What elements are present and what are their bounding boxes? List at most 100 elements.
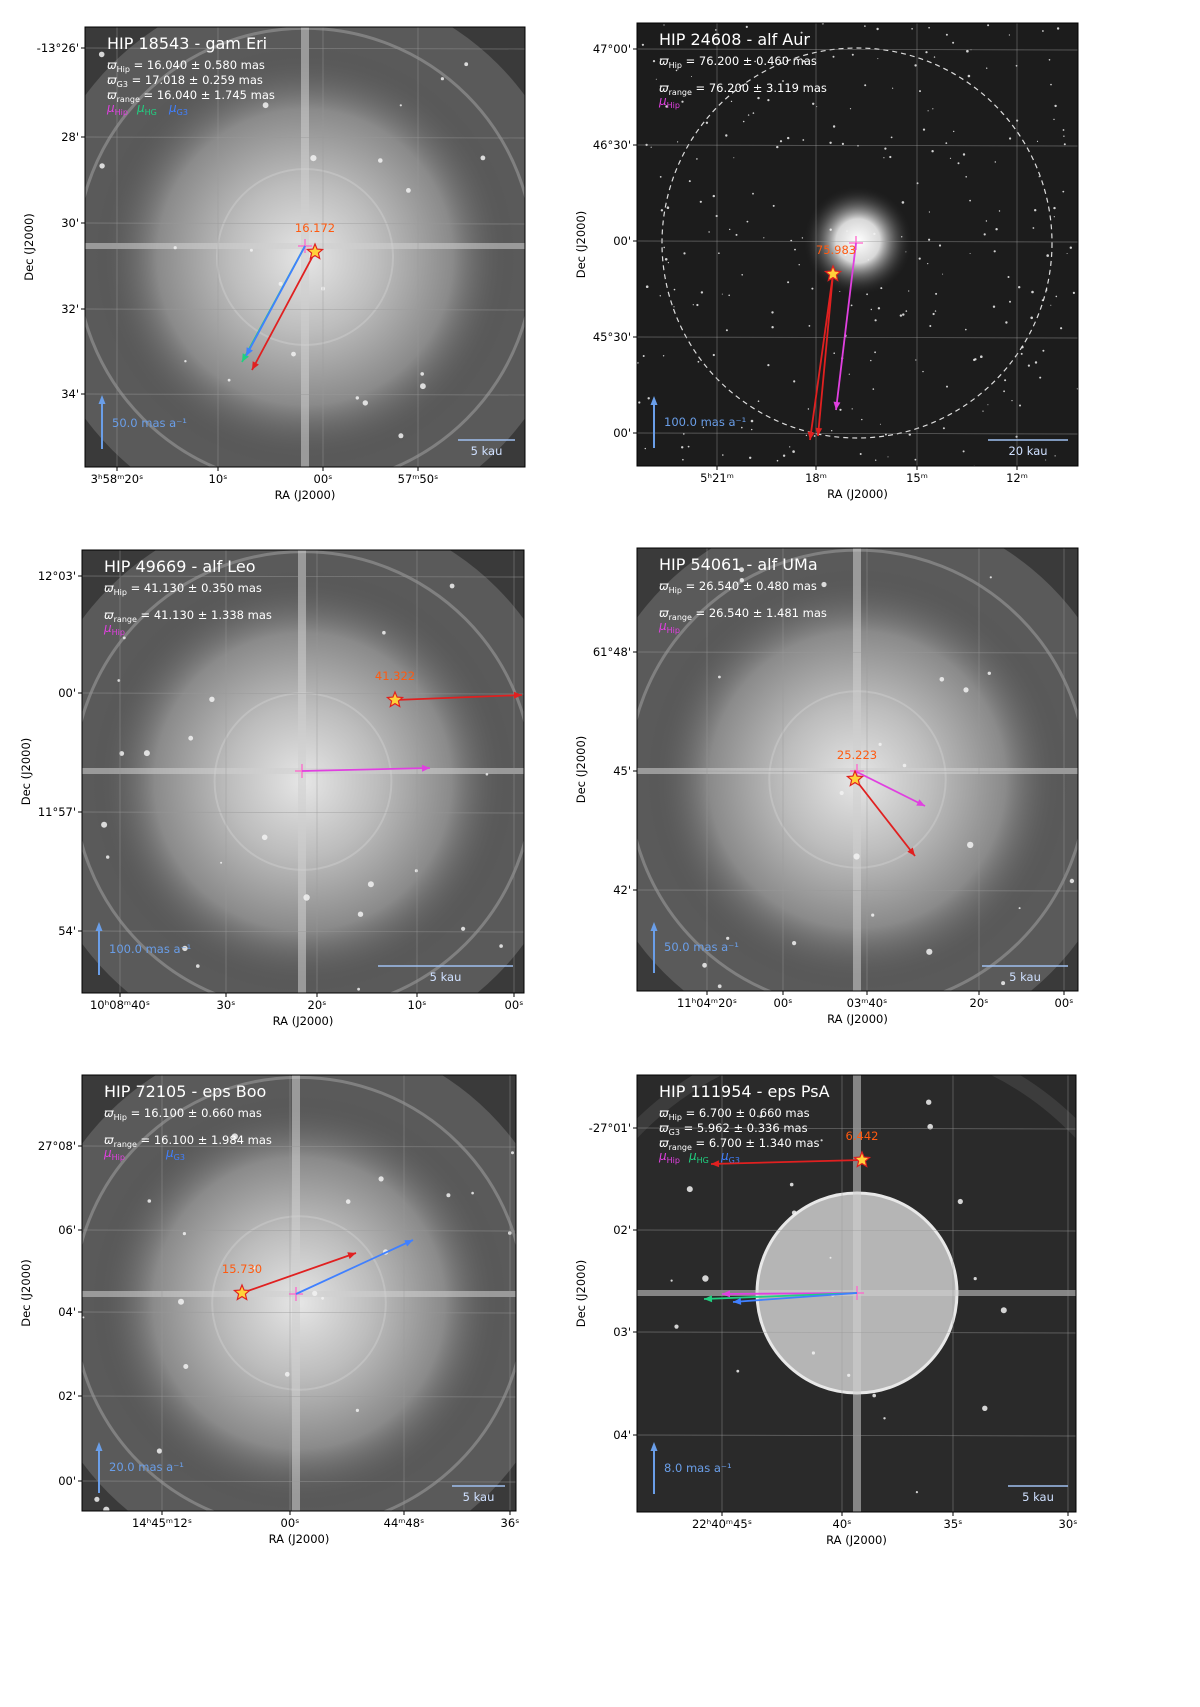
field-star — [932, 312, 935, 316]
panel-title: HIP 24608 - alf Aur — [659, 30, 810, 49]
grid-line — [637, 336, 1078, 339]
parallax-value: = 26.540 ± 0.480 mas — [682, 579, 817, 593]
scale-arrow-head — [650, 1442, 658, 1451]
field-star — [1050, 83, 1052, 86]
field-star — [902, 313, 905, 316]
xtick-label: 00ˢ — [314, 472, 333, 486]
panel-hip-49669: 12°03' 00' 11°57' 54' 10ʰ08ᵐ40ˢ 30ˢ 20ˢ 10ˢ 00ˢ R… — [19, 549, 525, 1028]
xtick-label: 20ˢ — [308, 998, 327, 1012]
parallax-sub: Hip — [117, 65, 130, 74]
legend-sub: Hip — [115, 108, 128, 117]
parallax-value: = 6.700 ± 0.660 mas — [682, 1106, 810, 1120]
field-star — [696, 303, 699, 307]
field-star — [702, 962, 707, 968]
field-star — [884, 147, 887, 150]
field-star — [922, 370, 924, 373]
field-star — [357, 987, 360, 991]
arrow-solution-head — [347, 1252, 356, 1259]
parallax-line: ϖHip = 41.130 ± 0.350 mas — [104, 581, 262, 597]
grid-line — [637, 1434, 1076, 1437]
field-star — [847, 1373, 851, 1377]
field-star — [871, 913, 875, 917]
field-star — [220, 861, 223, 864]
field-star — [209, 696, 215, 702]
axes-frame — [636, 1074, 1077, 1513]
field-star — [938, 244, 942, 247]
parallax-symbol: ϖ — [104, 608, 114, 622]
field-star — [983, 233, 986, 236]
field-star — [1003, 390, 1005, 393]
star-value-label: 15.730 — [222, 1262, 262, 1276]
scale-arrow-head — [650, 396, 658, 405]
parallax-sub: Hip — [669, 1113, 682, 1122]
field-star — [782, 80, 784, 82]
field-star — [122, 636, 126, 640]
field-star — [929, 325, 932, 327]
field-star — [811, 287, 814, 290]
field-star — [875, 459, 877, 461]
field-star — [767, 99, 770, 102]
field-star — [861, 418, 863, 421]
field-star — [841, 142, 845, 145]
field-star — [884, 433, 887, 436]
field-star — [925, 51, 928, 54]
xtick-label: 20ˢ — [970, 996, 989, 1010]
field-star — [889, 155, 892, 159]
solution-star — [385, 690, 405, 708]
field-star — [499, 944, 503, 948]
field-star — [1050, 304, 1052, 306]
star-value-label: 6.442 — [846, 1129, 879, 1143]
field-star — [877, 58, 879, 60]
field-star — [398, 433, 404, 439]
field-star — [829, 1256, 832, 1259]
scale-arrow-head — [98, 395, 106, 404]
field-star — [995, 228, 998, 231]
field-star — [792, 941, 797, 946]
panel-title: HIP 18543 - gam Eri — [107, 34, 267, 53]
ytick-label: 46°30' — [593, 138, 631, 152]
field-star — [791, 1210, 797, 1216]
field-star — [802, 139, 805, 141]
parallax-value: = 16.100 ± 0.660 mas — [127, 1106, 262, 1120]
field-star — [751, 428, 753, 431]
arrow-hg-head — [242, 353, 249, 362]
arrow-hip-shaft — [301, 767, 431, 772]
panel-hip-54061: 61°48' 45' 42' 11ʰ04ᵐ20ˢ 00ˢ 03ᵐ40ˢ 20ˢ 00ˢ RA (… — [574, 547, 1079, 1026]
parallax-line: ϖrange = 76.200 ± 3.119 mas — [659, 81, 827, 97]
field-star — [284, 1371, 290, 1377]
arrow-solution-head — [815, 427, 823, 436]
kau-scale-label: 5 kau — [471, 444, 503, 458]
field-star — [1054, 104, 1057, 108]
field-star — [908, 290, 910, 292]
field-star — [99, 163, 105, 169]
parallax-value: = 41.130 ± 0.350 mas — [127, 581, 262, 595]
y-axis-label: Dec (J2000) — [19, 738, 33, 806]
arrow-solution-head — [252, 361, 259, 370]
field-star — [933, 56, 936, 58]
scale-arrow-head — [95, 1442, 103, 1451]
field-star — [705, 121, 709, 125]
field-star — [844, 253, 847, 257]
field-star — [926, 1099, 932, 1105]
field-star — [362, 400, 368, 406]
field-star — [655, 78, 657, 80]
field-star — [699, 200, 702, 203]
field-star — [644, 447, 646, 450]
field-star — [864, 84, 867, 87]
field-star — [805, 434, 808, 437]
field-star — [382, 630, 386, 635]
motion-arrows — [301, 691, 523, 772]
field-star — [877, 307, 881, 310]
field-star — [321, 1296, 324, 1300]
ytick-label: 12°03' — [38, 569, 76, 583]
field-star — [406, 188, 411, 193]
field-star — [182, 945, 188, 952]
field-star — [1009, 300, 1011, 303]
field-star — [101, 821, 108, 828]
solution-star — [823, 264, 843, 282]
field-star — [399, 104, 402, 107]
parallax-symbol: ϖ — [659, 1136, 669, 1150]
field-star — [673, 288, 676, 291]
ytick-label: 27°08' — [38, 1139, 76, 1153]
